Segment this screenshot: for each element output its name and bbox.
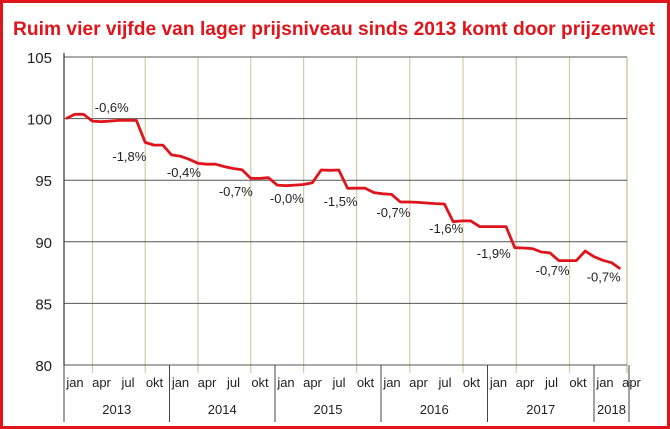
month-label: apr [622,375,641,390]
chart-title: Ruim vier vijfde van lager prijsniveau s… [13,19,656,40]
y-tick-label: 80 [35,358,52,375]
y-tick-label: 85 [35,296,52,313]
annotation-label: -1,8% [112,149,146,164]
month-label: jan [489,375,507,390]
y-tick-label: 95 [35,173,52,190]
year-label: 2015 [314,402,343,417]
month-label: jul [120,375,134,390]
month-label: jan [595,375,613,390]
month-label: jan [276,375,294,390]
annotation-label: -0,7% [587,269,621,284]
annotation-label: -0,7% [219,184,253,199]
annotation-label: -0,7% [376,205,410,220]
month-label: apr [516,375,535,390]
month-label: jul [331,375,345,390]
annotation-label: -0,0% [270,191,304,206]
year-label: 2014 [208,402,237,417]
annotation-label: -1,6% [429,221,463,236]
y-tick-label: 105 [27,50,52,67]
month-label: okt [569,375,587,390]
month-label: jan [65,375,83,390]
series-line [65,112,622,271]
annotation-label: -1,5% [324,194,358,209]
month-label: okt [146,375,164,390]
month-label: apr [409,375,428,390]
month-label: okt [463,375,481,390]
month-label: okt [251,375,269,390]
y-tick-label: 90 [35,235,52,252]
month-label: jul [544,375,558,390]
month-label: jul [437,375,451,390]
month-label: apr [198,375,217,390]
month-label: apr [303,375,322,390]
year-label: 2018 [597,402,626,417]
month-label: jan [171,375,189,390]
annotation-label: -1,9% [477,246,511,261]
year-label: 2013 [102,402,131,417]
annotation-label: -0,6% [95,100,129,115]
month-label: jan [382,375,400,390]
y-tick-label: 100 [27,112,52,129]
month-label: jul [226,375,240,390]
annotation-label: -0,7% [536,263,570,278]
month-label: apr [92,375,111,390]
annotation-label: -0,4% [167,165,201,180]
year-label: 2017 [526,402,555,417]
year-label: 2016 [420,402,449,417]
month-label: okt [357,375,375,390]
